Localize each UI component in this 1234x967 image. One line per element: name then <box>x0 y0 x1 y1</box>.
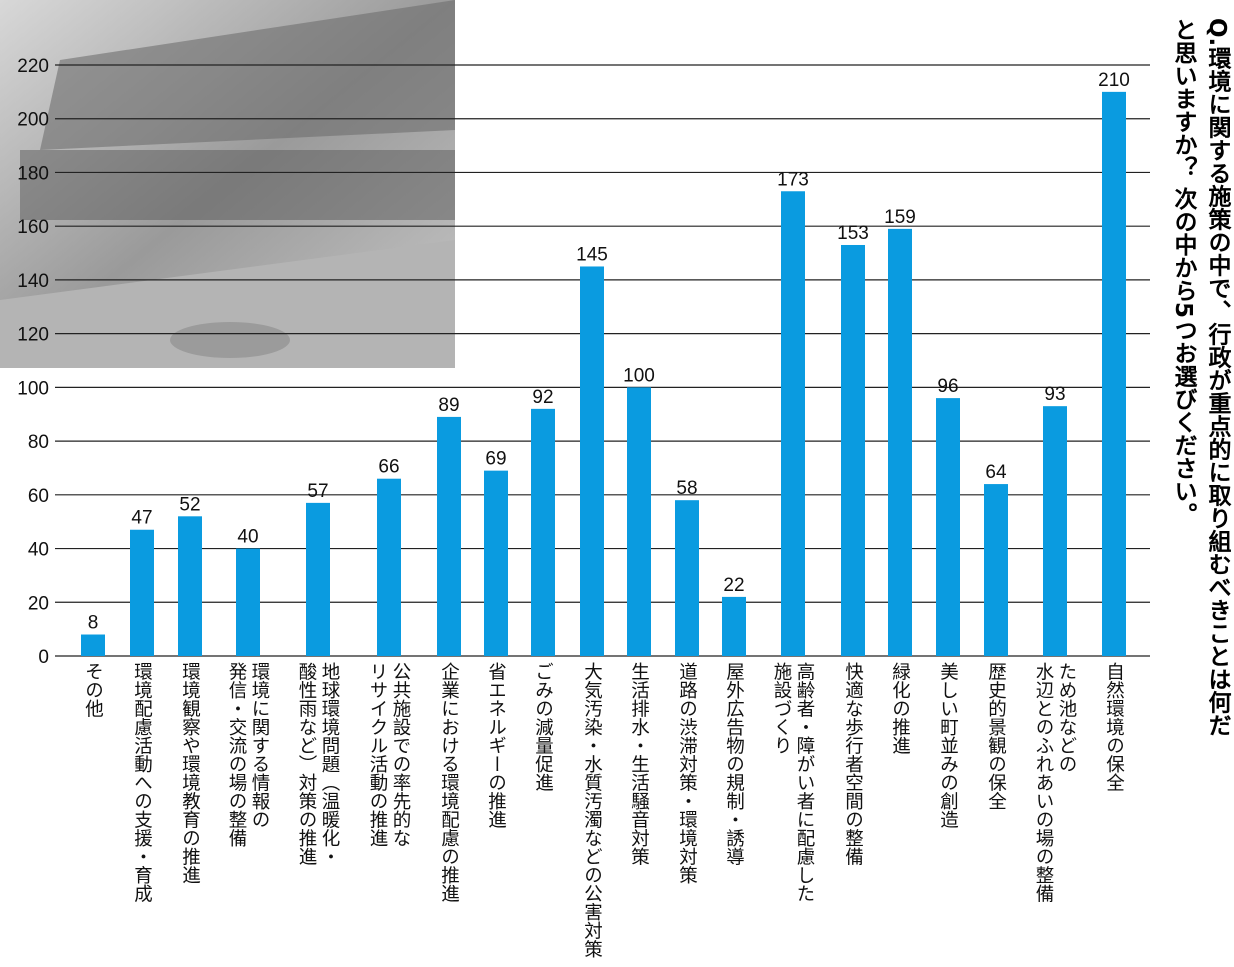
bar <box>722 596 746 656</box>
value-label: 66 <box>378 457 399 478</box>
value-label: 40 <box>237 527 258 548</box>
bar <box>580 266 604 656</box>
value-label: 47 <box>131 508 152 529</box>
value-label: 89 <box>438 395 459 416</box>
x-tick-label: 自然環境の保全 <box>1103 662 1125 792</box>
value-label: 57 <box>307 481 328 502</box>
x-tick-label: 歴史的景観の保全 <box>985 662 1007 810</box>
x-tick-label: 公共施設での率先的な リサイクル活動の推進 <box>367 662 411 847</box>
x-tick-label: 環境配慮活動への支援・育成 <box>131 662 153 903</box>
x-tick-label: 快適な歩行者空間の整備 <box>842 662 864 866</box>
y-tick-label: 60 <box>28 486 49 507</box>
y-tick-label: 120 <box>17 325 49 346</box>
value-label: 96 <box>937 376 958 397</box>
bar <box>841 244 865 656</box>
value-label: 8 <box>88 613 99 634</box>
value-label: 100 <box>623 365 655 386</box>
bar <box>1043 406 1067 656</box>
value-label: 93 <box>1044 384 1065 405</box>
bar <box>531 408 555 656</box>
x-tick-label: 屋外広告物の規制・誘導 <box>723 662 745 866</box>
bar <box>627 387 651 656</box>
y-tick-label: 20 <box>28 593 49 614</box>
bar <box>236 548 260 656</box>
bar <box>675 500 699 656</box>
y-tick-label: 140 <box>17 271 49 292</box>
x-tick-label: 生活排水・生活騒音対策 <box>628 662 650 866</box>
value-label: 52 <box>179 494 200 515</box>
y-tick-label: 160 <box>17 217 49 238</box>
x-tick-label: 環境観察や環境教育の推進 <box>179 662 201 884</box>
y-tick-label: 200 <box>17 110 49 131</box>
bar <box>484 470 508 656</box>
x-tick-label: 省エネルギーの推進 <box>485 662 507 829</box>
bar <box>130 529 154 656</box>
x-tick-label: 緑化の推進 <box>889 662 911 755</box>
chart-title: Q.環境に関する施策の中で、行政が重点的に取り組むべきことは何だ と思いますか？… <box>1170 18 1230 737</box>
y-tick-label: 0 <box>38 647 49 668</box>
value-label: 92 <box>532 387 553 408</box>
value-label: 145 <box>576 244 608 265</box>
x-tick-label: 環境に関する情報の 発信・交流の場の整備 <box>226 662 270 847</box>
x-tick-label: その他 <box>82 662 104 718</box>
x-tick-label: 地球環境問題（温暖化・ 酸性雨など）対策の推進 <box>296 662 340 866</box>
bar <box>178 516 202 656</box>
bar <box>781 191 805 656</box>
y-tick-label: 80 <box>28 432 49 453</box>
value-label: 58 <box>676 478 697 499</box>
background-photo <box>0 0 455 368</box>
value-label: 159 <box>884 207 916 228</box>
y-tick-label: 40 <box>28 540 49 561</box>
x-tick-label: 企業における環境配慮の推進 <box>438 662 460 903</box>
y-tick-label: 180 <box>17 163 49 184</box>
bar <box>1102 91 1126 656</box>
bar <box>936 398 960 656</box>
bar <box>377 478 401 656</box>
bar <box>306 502 330 656</box>
x-tick-label: 美しい町並みの創造 <box>937 662 959 829</box>
x-tick-label: 道路の渋滞対策・環境対策 <box>676 662 698 884</box>
x-tick-label: 高齢者・障がい者に配慮した 施設づくり <box>771 662 815 903</box>
value-label: 64 <box>985 462 1007 483</box>
value-label: 153 <box>837 223 869 244</box>
value-label: 69 <box>485 449 506 470</box>
bar <box>81 634 105 656</box>
value-label: 210 <box>1098 70 1130 91</box>
value-label: 173 <box>777 169 809 190</box>
bar <box>984 484 1008 656</box>
y-tick-label: 220 <box>17 56 49 77</box>
x-tick-label: ため池などの 水辺とのふれあいの場の整備 <box>1033 662 1077 903</box>
value-label: 22 <box>723 575 744 596</box>
bar <box>437 416 461 656</box>
bar <box>888 228 912 657</box>
x-tick-label: 大気汚染・水質汚濁などの公害対策 <box>581 662 603 958</box>
y-tick-label: 100 <box>17 378 49 399</box>
x-tick-label: ごみの減量促進 <box>532 662 554 792</box>
